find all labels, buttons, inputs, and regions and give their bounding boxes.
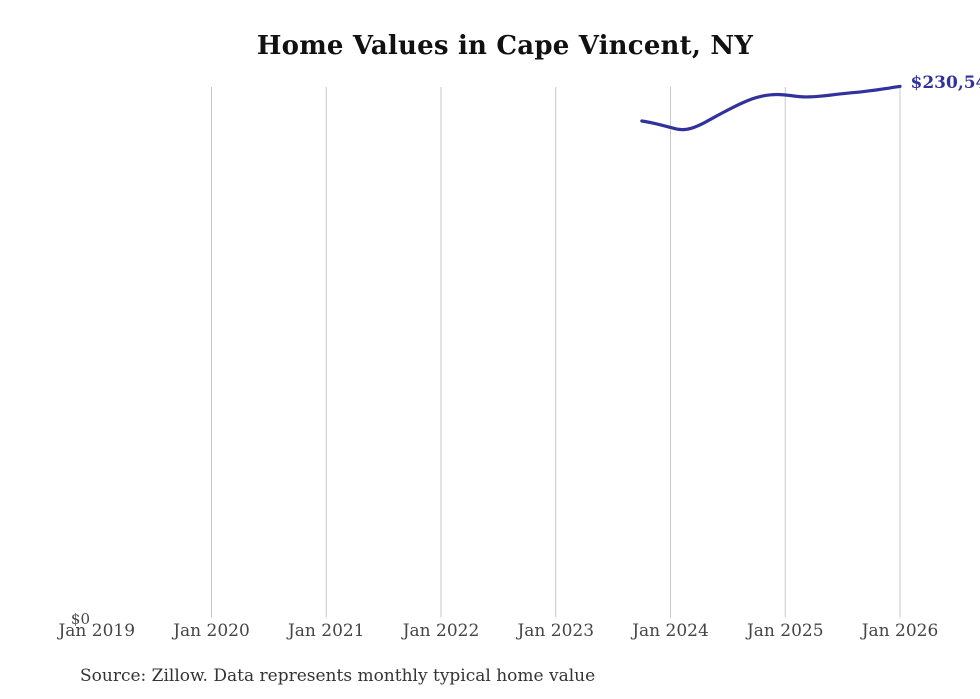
x-tick-label: Jan 2022 — [402, 621, 480, 641]
latest-value-label: $230,545 — [910, 72, 980, 93]
x-tick-label: Jan 2021 — [287, 621, 365, 641]
x-tick-label: Jan 2023 — [517, 621, 595, 641]
vertical-gridlines — [211, 87, 901, 618]
x-tick-label: Jan 2024 — [632, 621, 709, 641]
chart-title: Home Values in Cape Vincent, NY — [256, 31, 754, 61]
x-tick-label: Jan 2019 — [58, 621, 136, 641]
source-note: Source: Zillow. Data represents monthly … — [80, 666, 596, 686]
x-tick-label: Jan 2025 — [746, 621, 824, 641]
x-tick-label: Jan 2020 — [173, 621, 250, 641]
x-tick-label: Jan 2026 — [861, 621, 939, 641]
y-axis-zero-label: $0 — [70, 610, 90, 628]
home-value-line — [640, 84, 902, 132]
